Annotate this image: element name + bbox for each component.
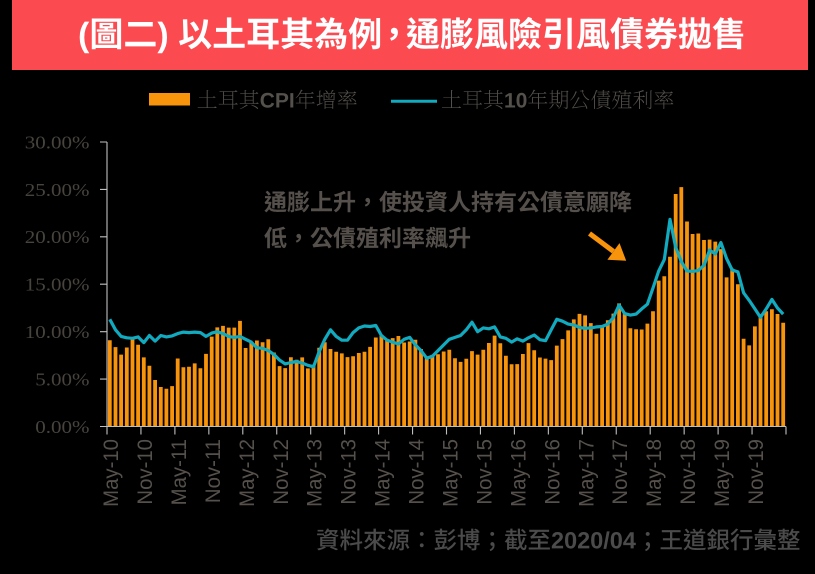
svg-text:Nov-13: Nov-13 xyxy=(337,439,360,505)
svg-text:Nov-14: Nov-14 xyxy=(405,439,428,505)
svg-text:30.00%: 30.00% xyxy=(25,134,90,153)
svg-text:May-16: May-16 xyxy=(507,439,530,507)
svg-text:May-12: May-12 xyxy=(236,439,259,507)
svg-text:Nov-15: Nov-15 xyxy=(473,439,496,505)
svg-text:20.00%: 20.00% xyxy=(25,229,90,248)
svg-text:May-13: May-13 xyxy=(303,439,326,507)
svg-text:Nov-19: Nov-19 xyxy=(745,439,768,505)
svg-text:May-18: May-18 xyxy=(643,439,666,507)
svg-text:Nov-18: Nov-18 xyxy=(677,439,700,505)
svg-text:0.00%: 0.00% xyxy=(35,418,89,437)
svg-text:25.00%: 25.00% xyxy=(25,181,90,200)
svg-text:Nov-17: Nov-17 xyxy=(609,439,632,505)
svg-text:May-19: May-19 xyxy=(711,439,734,507)
svg-text:May-11: May-11 xyxy=(168,439,191,505)
svg-text:May-10: May-10 xyxy=(100,439,123,507)
svg-text:5.00%: 5.00% xyxy=(35,371,89,390)
svg-text:Nov-12: Nov-12 xyxy=(270,439,293,505)
svg-text:May-17: May-17 xyxy=(575,439,598,507)
svg-text:May-14: May-14 xyxy=(371,439,394,507)
svg-text:15.00%: 15.00% xyxy=(25,276,90,295)
svg-text:Nov-11: Nov-11 xyxy=(202,439,225,503)
svg-text:May-15: May-15 xyxy=(439,439,462,507)
svg-text:Nov-10: Nov-10 xyxy=(134,439,157,505)
svg-text:Nov-16: Nov-16 xyxy=(541,439,564,505)
svg-text:10.00%: 10.00% xyxy=(25,324,90,343)
